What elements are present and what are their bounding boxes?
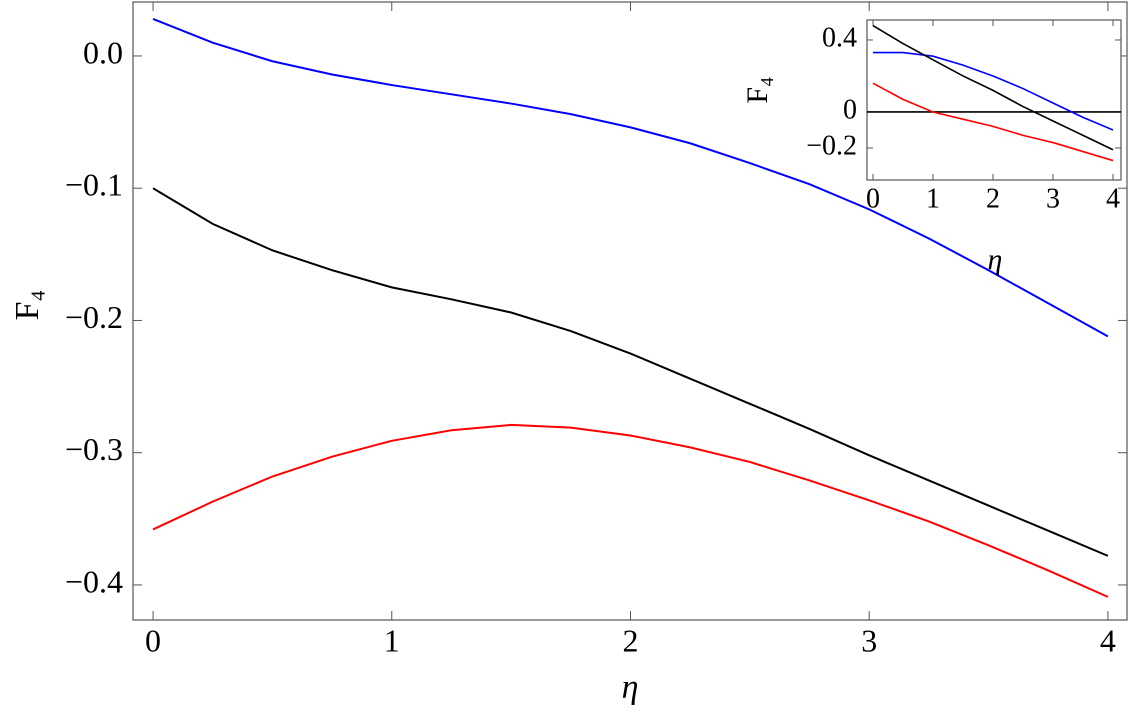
y-tick-label: −0.4 bbox=[65, 563, 123, 599]
y-tick-label: 0.0 bbox=[83, 34, 123, 70]
x-tick-label: 0 bbox=[145, 622, 161, 658]
x-tick-label: 2 bbox=[986, 183, 1000, 214]
y-tick-label: −0.1 bbox=[65, 167, 123, 203]
x-tick-label: 1 bbox=[926, 183, 940, 214]
x-axis-label: η bbox=[622, 669, 639, 706]
x-tick-label: 0 bbox=[866, 183, 880, 214]
series-line bbox=[152, 187, 1109, 557]
series-line bbox=[872, 24, 1114, 151]
y-tick-label: −0.2 bbox=[806, 130, 857, 161]
x-tick-label: 3 bbox=[1046, 183, 1060, 214]
x-tick-label: 3 bbox=[861, 622, 877, 658]
series-line bbox=[152, 423, 1109, 598]
inset: 0.4 0 −0.2 0 1 2 3 4 η F₄ bbox=[741, 19, 1122, 276]
series-line bbox=[872, 82, 1114, 162]
series-line bbox=[152, 18, 1109, 338]
x-axis-label: η bbox=[988, 243, 1003, 276]
y-tick-label: −0.3 bbox=[65, 431, 123, 467]
y-axis-label: F₄ bbox=[9, 290, 46, 321]
y-axis-label: F₄ bbox=[741, 76, 774, 103]
y-tick-label: −0.2 bbox=[65, 299, 123, 335]
y-tick-label: 0 bbox=[843, 94, 857, 125]
x-tick-label: 4 bbox=[1100, 622, 1116, 658]
x-tick-label: 1 bbox=[384, 622, 400, 658]
x-tick-label: 4 bbox=[1106, 183, 1120, 214]
series-line bbox=[873, 51, 1114, 131]
y-tick-label: 0.4 bbox=[822, 22, 857, 53]
x-tick-label: 2 bbox=[622, 622, 638, 658]
